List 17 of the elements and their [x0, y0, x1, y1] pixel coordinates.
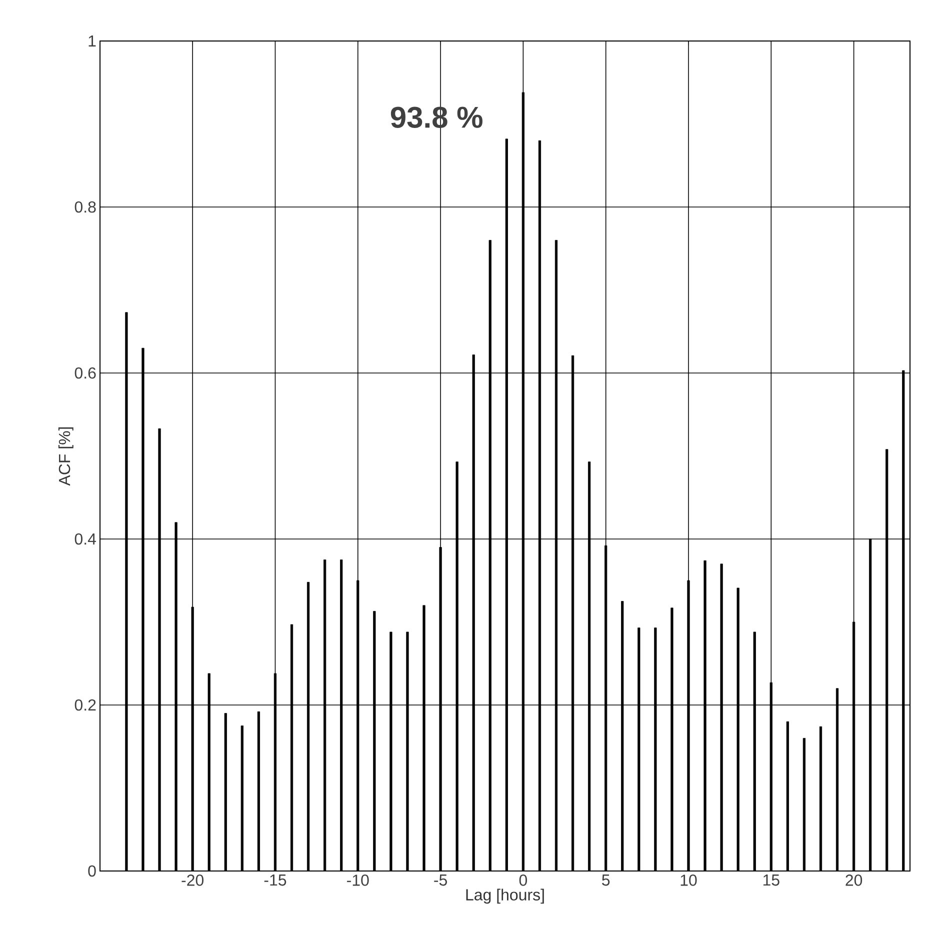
- y-tick-label: 0.4: [74, 533, 96, 545]
- x-tick-label: 20: [846, 874, 862, 886]
- y-tick-label: 0.8: [74, 201, 96, 213]
- x-axis-title: Lag [hours]: [466, 888, 544, 904]
- x-tick-label: 10: [680, 874, 697, 886]
- x-tick-label: 15: [763, 874, 780, 886]
- y-tick-label: 0: [88, 865, 96, 877]
- y-tick-label: 1: [88, 35, 96, 46]
- y-axis-title: ACF [%]: [58, 427, 74, 486]
- y-tick-label: 0.6: [74, 367, 96, 379]
- x-tick-label: 0: [519, 874, 527, 886]
- x-tick-label: -20: [182, 874, 204, 886]
- x-tick-label: 5: [602, 874, 610, 886]
- x-tick-label: -15: [264, 874, 286, 886]
- y-tick-label: 0.2: [74, 699, 96, 711]
- x-tick-label: -10: [347, 874, 369, 886]
- x-tick-label: -5: [434, 874, 447, 886]
